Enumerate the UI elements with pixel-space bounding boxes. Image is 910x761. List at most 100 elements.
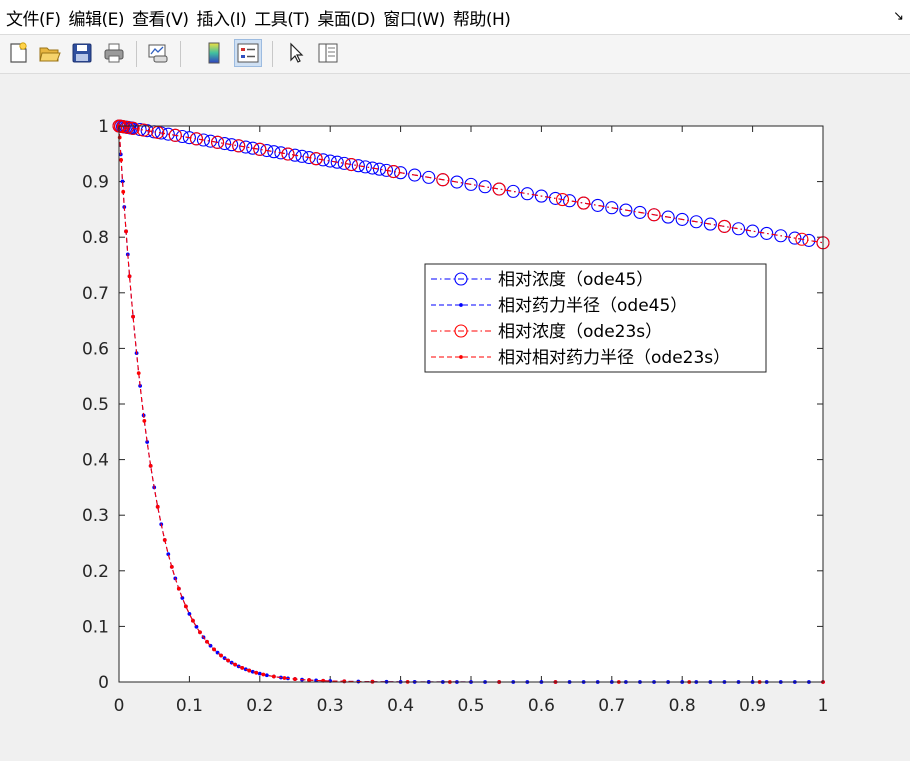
menu-tools[interactable]: 工具(T) [254, 9, 310, 30]
data-point [394, 166, 408, 180]
data-point [232, 139, 246, 153]
data-point [267, 145, 281, 159]
data-point [577, 196, 591, 210]
legend-button[interactable] [234, 39, 262, 67]
colorbar-button[interactable] [200, 39, 228, 67]
y-tick-label: 0.5 [82, 395, 109, 415]
data-point [196, 133, 211, 147]
y-tick-label: 0 [98, 673, 109, 693]
menu-desktop[interactable]: 桌面(D) [317, 9, 376, 30]
data-point [302, 150, 316, 165]
data-point [260, 143, 274, 158]
data-point [422, 170, 436, 184]
menu-help[interactable]: 帮助(H) [452, 9, 511, 30]
menu-edit[interactable]: 编辑(E) [68, 9, 125, 30]
y-tick-label: 0.8 [82, 228, 109, 248]
data-point [647, 208, 661, 222]
menu-insert[interactable]: 插入(I) [196, 9, 247, 30]
data-point [253, 142, 267, 156]
y-tick-label: 0.9 [82, 173, 109, 193]
data-point [372, 162, 387, 176]
plot-area[interactable] [119, 126, 823, 682]
dock-arrow-icon[interactable]: ↘ [893, 9, 904, 24]
legend[interactable]: 相对浓度（ode45） 相对药力半径（ode45） 相对浓度（ode23s） 相对相对… [424, 263, 767, 373]
legend-label: 相对药力半径（ode45） [498, 296, 687, 316]
toolbar-separator [272, 41, 273, 67]
data-point [703, 217, 717, 231]
data-point [264, 673, 269, 678]
legend-entry[interactable]: 相对相对药力半径（ode23s） [431, 348, 730, 368]
x-tick-label: 0.9 [739, 696, 766, 716]
data-point [254, 670, 259, 675]
data-point [760, 226, 774, 240]
link-plot-button[interactable] [144, 39, 172, 67]
data-point [166, 552, 171, 557]
menu-view[interactable]: 查看(V) [132, 9, 189, 30]
data-point [127, 274, 132, 279]
data-point [717, 219, 731, 233]
edit-plot-button[interactable] [282, 39, 310, 67]
y-tick-label: 0.4 [82, 451, 109, 471]
x-tick-label: 0.3 [317, 696, 344, 716]
legend-marker [459, 355, 463, 359]
data-point [436, 173, 450, 187]
y-tick-label: 1 [98, 117, 109, 137]
legend-entry[interactable]: 相对浓度（ode23s） [431, 322, 662, 342]
data-point [450, 175, 464, 189]
data-point [119, 158, 124, 162]
x-tick-label: 0.7 [598, 696, 625, 716]
data-point [161, 127, 175, 141]
data-point [661, 210, 675, 224]
data-point [155, 504, 160, 509]
data-point [148, 463, 153, 468]
save-button[interactable] [68, 39, 96, 67]
data-point [203, 134, 218, 148]
data-point [282, 676, 287, 680]
data-point [795, 232, 809, 246]
data-point [520, 187, 534, 201]
data-point [478, 180, 492, 194]
x-tick-label: 0 [114, 696, 125, 716]
data-point [591, 198, 605, 212]
data-point [323, 154, 337, 168]
y-tick-label: 0.1 [82, 617, 109, 637]
legend-entry[interactable]: 相对浓度（ode45） [431, 270, 653, 290]
print-button[interactable] [100, 39, 128, 67]
data-point [344, 157, 358, 172]
data-point [187, 612, 192, 616]
open-file-button[interactable] [36, 39, 64, 67]
printer-icon [104, 43, 124, 63]
data-point [746, 224, 760, 238]
legend-entry[interactable]: 相对药力半径（ode45） [431, 296, 687, 316]
data-point [240, 666, 245, 670]
data-point [689, 215, 703, 229]
property-panel-icon [318, 43, 338, 63]
data-point [555, 193, 570, 207]
x-tick-label: 0.6 [528, 696, 555, 716]
new-figure-button[interactable] [4, 39, 32, 67]
menu-file[interactable]: 文件(F) [6, 9, 61, 30]
data-point [563, 194, 577, 208]
data-point [358, 160, 372, 174]
property-inspector-button[interactable] [314, 39, 342, 67]
legend-icon [237, 43, 259, 63]
data-point [162, 538, 167, 542]
x-tick-label: 1 [818, 696, 829, 716]
legend-label: 相对浓度（ode23s） [498, 322, 662, 342]
menu-window[interactable]: 窗口(W) [383, 9, 445, 30]
data-point [534, 189, 548, 203]
data-point [731, 222, 746, 236]
data-point [281, 147, 295, 161]
x-tick-label: 0.4 [387, 696, 414, 716]
legend-label: 相对浓度（ode45） [498, 270, 653, 290]
toolbar-separator [136, 41, 137, 67]
data-point [137, 123, 151, 137]
axes-box [118, 125, 824, 683]
data-point [212, 647, 216, 652]
data-point [274, 146, 288, 160]
data-point [183, 604, 188, 609]
chart-svg[interactable]: 0 0.1 0.2 0.3 0.4 0.5 0.6 0.7 0.8 0.9 1 0 0.1 0.2 0.3 0… [0, 74, 910, 757]
data-point [131, 314, 135, 319]
data-point [330, 155, 344, 169]
x-tick-label: 0.1 [176, 696, 203, 716]
